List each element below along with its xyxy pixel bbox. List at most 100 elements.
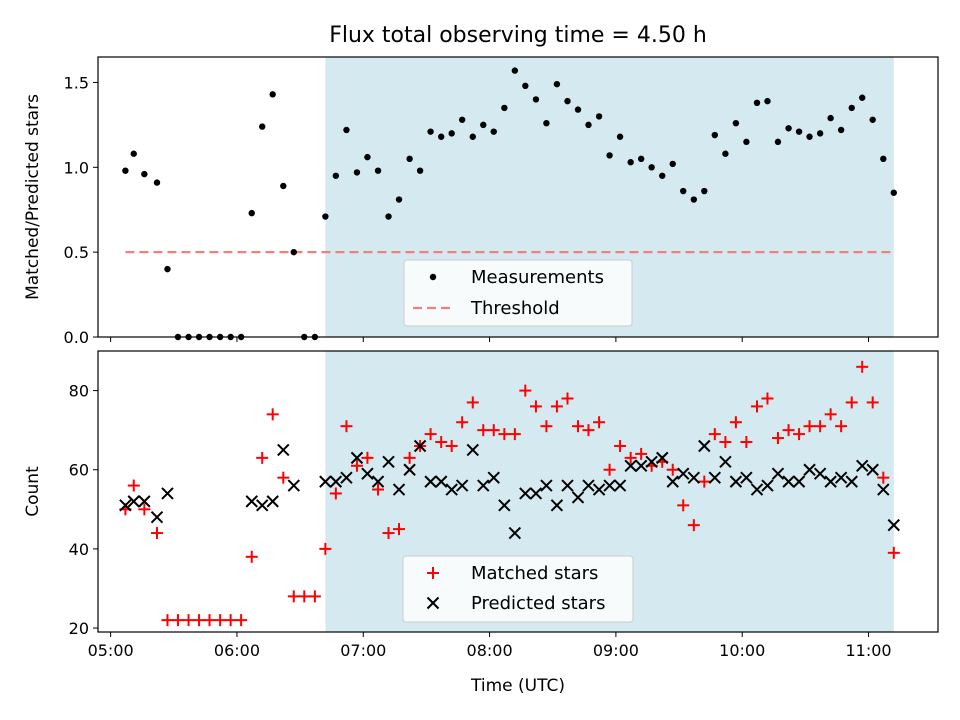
measurement-point [806, 133, 813, 140]
predicted-star-point [529, 487, 543, 500]
matched-star-point [308, 590, 321, 603]
predicted-star-point [750, 483, 764, 496]
matched-star-point [887, 546, 900, 559]
matched-star-point [803, 420, 816, 433]
predicted-marker-b [434, 475, 448, 488]
predicted-marker-b [256, 499, 269, 512]
predicted-star-point [382, 455, 395, 469]
predicted-marker-b [350, 451, 364, 465]
measurement-point [669, 160, 676, 168]
predicted-marker-b [877, 483, 890, 496]
measurement-point [480, 121, 487, 129]
ratio-y-ticks: 0.0 0.5 1.0 1.5 [64, 73, 98, 347]
measurement-point [774, 138, 782, 146]
matched-star-point [793, 428, 806, 441]
predicted-marker-b [498, 499, 511, 512]
ratio-x-ticks [110, 337, 870, 342]
predicted-star-point [624, 459, 637, 472]
measurement-point [616, 133, 624, 140]
predicted-marker-b [792, 475, 806, 488]
measurement-point [259, 123, 266, 130]
predicted-marker-b [403, 463, 416, 476]
measurement-point [574, 106, 582, 113]
predicted-marker-b [424, 475, 437, 488]
x-tick-label: 10:00 [719, 641, 765, 660]
predicted-marker-b [477, 479, 490, 492]
predicted-marker-b [582, 479, 595, 492]
measurement-point [532, 96, 540, 103]
predicted-star-point [761, 479, 774, 492]
measurement-point [438, 133, 445, 140]
measurement-point [332, 172, 340, 179]
predicted-marker-b [266, 495, 279, 508]
matched-star-point [729, 416, 742, 429]
x-tick-label: 09:00 [593, 641, 639, 660]
measurement-point [501, 104, 508, 112]
predicted-marker-b [698, 439, 711, 453]
ratio-legend: Measurements Threshold [403, 259, 633, 327]
matched-star-point [698, 475, 711, 488]
matched-star-point [614, 439, 627, 452]
measurement-point [280, 182, 287, 190]
measurement-point [122, 167, 129, 174]
predicted-marker-b [561, 479, 574, 492]
legend-measurements-label: Measurements [471, 267, 604, 288]
predicted-star-point [782, 475, 795, 488]
measurement-point [164, 265, 171, 273]
measurement-point [395, 196, 403, 203]
predicted-star-point [656, 451, 669, 465]
predicted-star-point [119, 499, 132, 512]
predicted-marker-b [782, 475, 795, 488]
matched-star-point [245, 550, 258, 563]
measurement-point [785, 125, 792, 132]
predicted-star-point [708, 471, 722, 484]
matched-star-point [666, 463, 679, 476]
predicted-star-point [866, 463, 879, 476]
predicted-marker-b [445, 483, 458, 496]
predicted-star-point [256, 499, 269, 512]
measurement-point [130, 150, 137, 157]
predicted-star-point [803, 463, 816, 476]
x-tick-label: 08:00 [467, 641, 513, 660]
measurement-point [427, 128, 434, 135]
predicted-star-point [266, 495, 279, 508]
matched-star-point [403, 451, 416, 464]
measurement-point [659, 172, 666, 179]
measurement-point [848, 104, 855, 112]
matched-star-point [319, 542, 332, 555]
predicted-marker-b [803, 463, 816, 476]
matched-star-point [814, 420, 827, 433]
count-legend: Matched stars Predicted stars [402, 555, 634, 623]
predicted-marker-b [708, 471, 722, 484]
matched-star-point [593, 416, 606, 429]
matched-star-point [150, 527, 163, 540]
predicted-star-point [477, 479, 490, 492]
count-legend-box [402, 555, 634, 623]
predicted-marker-b [771, 467, 785, 480]
predicted-star-point [856, 459, 869, 472]
predicted-star-point [361, 467, 374, 480]
count-panel: 20 40 60 80 05:00 06:00 07:00 08:00 09:00 10:00 1… [23, 350, 939, 696]
measurement-point [595, 113, 603, 120]
matched-star-point [256, 451, 269, 464]
predicted-star-point [813, 467, 827, 480]
matched-star-point [382, 527, 395, 540]
predicted-marker-b [127, 495, 140, 508]
count-y-axis-label: Count [23, 466, 43, 517]
measurement-point [764, 97, 771, 105]
ratio-legend-box [403, 259, 633, 327]
measurement-point [837, 126, 845, 134]
predicted-star-point [319, 475, 332, 488]
measurement-point [153, 179, 161, 186]
matched-star-point [266, 408, 279, 421]
predicted-star-point [340, 471, 353, 484]
matched-star-point [529, 400, 542, 413]
measurement-point [406, 155, 413, 163]
measurement-point [743, 138, 750, 146]
measurement-point [753, 99, 761, 107]
matched-star-point [329, 487, 342, 500]
predicted-star-point [698, 439, 711, 453]
measurement-point [627, 159, 634, 166]
matched-star-point [393, 523, 406, 536]
measurement-point [543, 119, 550, 127]
